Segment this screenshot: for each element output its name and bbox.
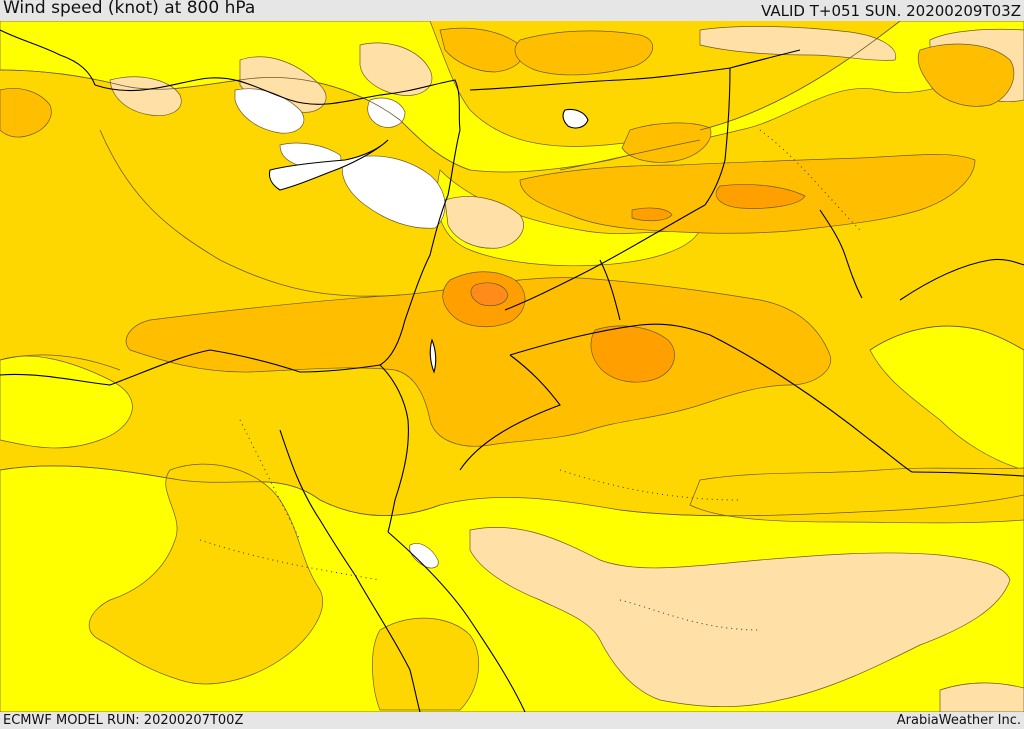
red-sea-east bbox=[387, 531, 526, 712]
field-gold-southeast bbox=[372, 617, 480, 711]
jordan-saudi-border bbox=[459, 354, 561, 471]
field-amber-turkey2 bbox=[514, 30, 653, 76]
field-amber-caucasus bbox=[917, 43, 1015, 107]
sinai-east bbox=[379, 364, 409, 533]
map-title: Wind speed (knot) at 800 hPa bbox=[3, 0, 256, 18]
cyprus bbox=[268, 139, 389, 191]
field-orange-iraq bbox=[715, 184, 806, 209]
field-deep-core bbox=[470, 282, 509, 307]
egypt-north-coast bbox=[0, 349, 381, 386]
field-orange-saudi bbox=[590, 325, 675, 383]
credit: ArabiaWeather Inc. bbox=[896, 713, 1021, 728]
field-amber-westturkey bbox=[0, 88, 52, 138]
iran-coast bbox=[899, 258, 1024, 301]
field-yellow-west bbox=[0, 355, 133, 449]
aegean-coast bbox=[0, 29, 96, 86]
field-light-north2 bbox=[359, 42, 433, 96]
saudi-iraq-border bbox=[911, 471, 1024, 477]
coastlines bbox=[0, 29, 1024, 712]
bottom-bar: ECMWF MODEL RUN: 20200207T00Z ArabiaWeat… bbox=[0, 712, 1024, 729]
field-orange-syria bbox=[631, 207, 673, 222]
top-bar: Wind speed (knot) at 800 hPa VALID T+051… bbox=[0, 0, 1024, 21]
lake-van bbox=[562, 108, 589, 129]
persian-gulf-coast bbox=[819, 209, 863, 299]
field-light-north3 bbox=[699, 26, 897, 61]
turkey-syria-border bbox=[469, 49, 801, 91]
field-gold-eastpatch bbox=[689, 467, 1024, 524]
dead-sea bbox=[429, 338, 437, 374]
turkey-south-coast bbox=[94, 77, 461, 131]
syria-iraq-border bbox=[599, 259, 621, 321]
field-light-levant bbox=[444, 196, 524, 249]
minor-boundaries bbox=[199, 129, 861, 631]
valid-time: VALID T+051 SUN. 20200209T03Z bbox=[761, 2, 1021, 20]
iraq-iran-border bbox=[704, 67, 731, 206]
field-light-arabia bbox=[469, 527, 1011, 708]
iraq-border bbox=[509, 323, 913, 473]
syria-east-border bbox=[504, 204, 706, 311]
field-light-se bbox=[939, 682, 1024, 712]
model-run: ECMWF MODEL RUN: 20200207T00Z bbox=[3, 713, 244, 728]
levant-coast bbox=[379, 129, 461, 366]
wind-speed-map bbox=[0, 21, 1024, 712]
field-white-cyprus-sea bbox=[342, 155, 446, 229]
field-gold-sinai bbox=[88, 463, 323, 685]
contour-lines bbox=[0, 21, 1024, 517]
suez-gulf bbox=[279, 429, 356, 576]
field-amber-iraqnorth bbox=[621, 122, 712, 163]
field-white-redsea bbox=[409, 543, 439, 569]
red-sea-west bbox=[354, 574, 421, 712]
